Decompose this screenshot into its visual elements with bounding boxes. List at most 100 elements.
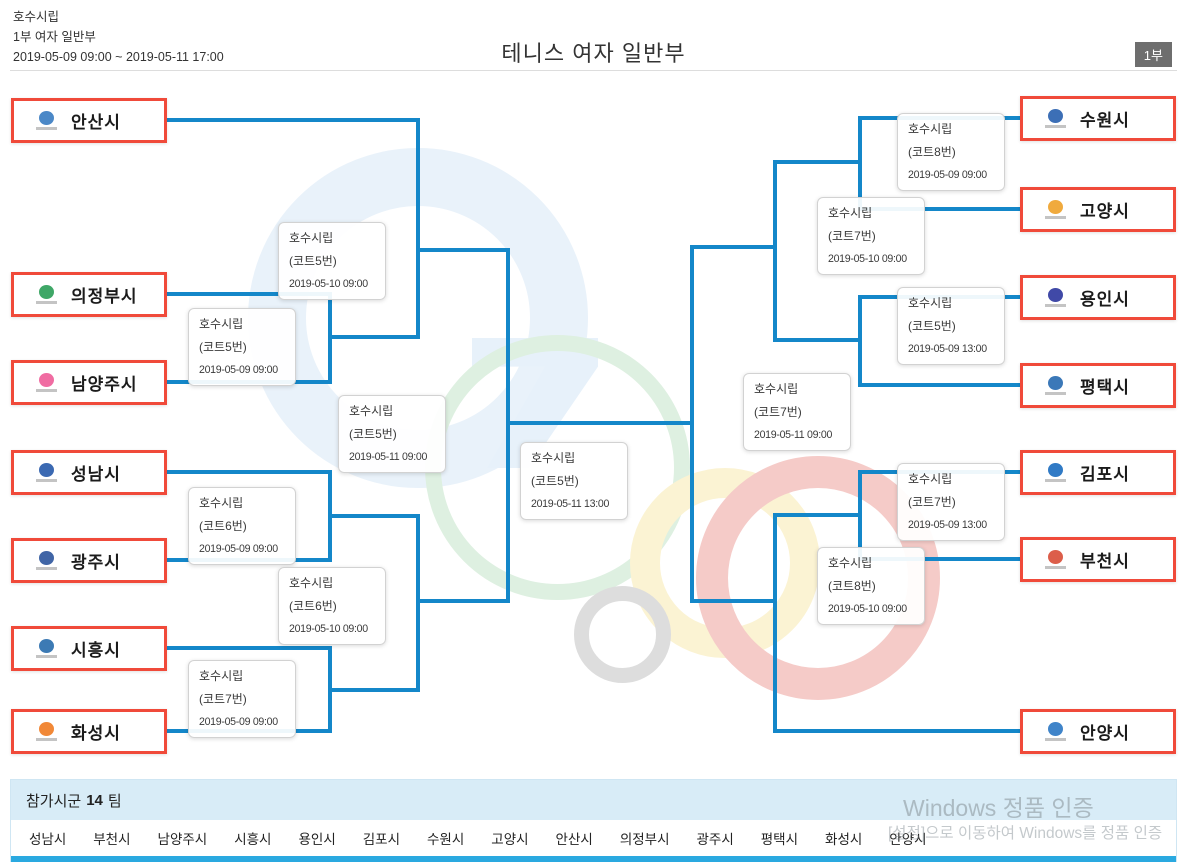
team-box-bucheon[interactable]: 부천시 xyxy=(1020,537,1176,582)
match-venue: 호수시립 xyxy=(289,231,334,245)
match-box-left-r1b[interactable]: 호수시립 (코트6번) 2019-05-09 09:00 xyxy=(188,487,296,565)
city-emblem-icon xyxy=(1043,722,1067,741)
team-name: 성남시 xyxy=(71,465,121,484)
team-box-pyeongtaek[interactable]: 평택시 xyxy=(1020,363,1176,408)
team-box-namyangju[interactable]: 남양주시 xyxy=(11,360,167,405)
match-court: (코트8번) xyxy=(828,579,876,593)
match-court: (코트8번) xyxy=(908,145,956,159)
match-box-right-qf1[interactable]: 호수시립 (코트7번) 2019-05-10 09:00 xyxy=(817,197,925,275)
list-item: 용인시 xyxy=(298,832,336,847)
match-box-right-r1c[interactable]: 호수시립 (코트7번) 2019-05-09 13:00 xyxy=(897,463,1005,541)
bracket-line xyxy=(692,245,775,249)
header-period: 2019-05-09 09:00 ~ 2019-05-11 17:00 xyxy=(13,50,224,64)
match-datetime: 2019-05-09 09:00 xyxy=(199,364,278,376)
team-box-gwangju[interactable]: 광주시 xyxy=(11,538,167,583)
team-box-goyang[interactable]: 고양시 xyxy=(1020,187,1176,232)
team-name: 용인시 xyxy=(1080,290,1130,309)
match-box-right-sf[interactable]: 호수시립 (코트7번) 2019-05-11 09:00 xyxy=(743,373,851,451)
match-datetime: 2019-05-09 09:00 xyxy=(908,169,987,181)
match-box-right-r1b[interactable]: 호수시립 (코트5번) 2019-05-09 13:00 xyxy=(897,287,1005,365)
bracket-line xyxy=(416,514,420,692)
team-box-suwon[interactable]: 수원시 xyxy=(1020,96,1176,141)
match-court: (코트5번) xyxy=(908,319,956,333)
match-datetime: 2019-05-10 09:00 xyxy=(828,253,907,265)
match-venue: 호수시립 xyxy=(199,317,244,331)
match-box-left-r1c[interactable]: 호수시립 (코트7번) 2019-05-09 09:00 xyxy=(188,660,296,738)
bracket-line xyxy=(775,338,860,342)
team-box-yongin[interactable]: 용인시 xyxy=(1020,275,1176,320)
match-datetime: 2019-05-11 09:00 xyxy=(754,429,833,441)
header-venue: 호수시립 xyxy=(13,10,60,24)
match-venue: 호수시립 xyxy=(531,451,576,465)
city-emblem-icon xyxy=(34,373,58,392)
city-emblem-icon xyxy=(1043,463,1067,482)
team-name: 시흥시 xyxy=(71,641,121,660)
match-court: (코트5번) xyxy=(289,254,337,268)
city-emblem-icon xyxy=(1043,288,1067,307)
city-emblem-icon xyxy=(1043,109,1067,128)
city-emblem-icon xyxy=(34,111,58,130)
participants-list: 성남시 부천시 남양주시 시흥시 용인시 김포시 수원시 고양시 안산시 의정부… xyxy=(11,820,1176,856)
bracket-line xyxy=(418,248,510,252)
header-division: 1부 여자 일반부 xyxy=(13,30,96,44)
match-court: (코트5번) xyxy=(531,474,579,488)
match-court: (코트7번) xyxy=(908,495,956,509)
list-item: 수원시 xyxy=(427,832,465,847)
bracket-line xyxy=(167,118,420,122)
city-emblem-icon xyxy=(34,639,58,658)
match-venue: 호수시립 xyxy=(754,382,799,396)
bracket-line xyxy=(330,514,420,518)
bracket-line xyxy=(690,245,694,603)
match-datetime: 2019-05-09 13:00 xyxy=(908,519,987,531)
match-datetime: 2019-05-09 09:00 xyxy=(199,716,278,728)
watermark-gray-ring xyxy=(574,586,671,683)
city-emblem-icon xyxy=(34,551,58,570)
team-box-gimpo[interactable]: 김포시 xyxy=(1020,450,1176,495)
page-title: 테니스 여자 일반부 xyxy=(501,41,686,66)
city-emblem-icon xyxy=(34,463,58,482)
team-name: 광주시 xyxy=(71,553,121,572)
bracket-line xyxy=(692,599,775,603)
match-venue: 호수시립 xyxy=(349,404,394,418)
match-venue: 호수시립 xyxy=(828,206,873,220)
match-venue: 호수시립 xyxy=(908,122,953,136)
team-box-anyang[interactable]: 안양시 xyxy=(1020,709,1176,754)
match-box-left-qf2[interactable]: 호수시립 (코트6번) 2019-05-10 09:00 xyxy=(278,567,386,645)
team-name: 평택시 xyxy=(1080,378,1130,397)
team-box-uijeongbu[interactable]: 의정부시 xyxy=(11,272,167,317)
city-emblem-icon xyxy=(34,722,58,741)
match-box-right-qf2[interactable]: 호수시립 (코트8번) 2019-05-10 09:00 xyxy=(817,547,925,625)
bracket-line xyxy=(506,421,694,425)
bracket-line xyxy=(860,383,1020,387)
match-venue: 호수시립 xyxy=(908,296,953,310)
list-item: 부천시 xyxy=(93,832,131,847)
match-box-final[interactable]: 호수시립 (코트5번) 2019-05-11 13:00 xyxy=(520,442,628,520)
match-box-right-r1a[interactable]: 호수시립 (코트8번) 2019-05-09 09:00 xyxy=(897,113,1005,191)
match-venue: 호수시립 xyxy=(199,496,244,510)
list-item: 김포시 xyxy=(362,832,401,847)
match-datetime: 2019-05-09 09:00 xyxy=(199,543,278,555)
bracket-line xyxy=(167,646,332,650)
team-name: 안양시 xyxy=(1080,724,1130,743)
bracket-line xyxy=(330,688,420,692)
team-name: 김포시 xyxy=(1080,465,1130,484)
match-court: (코트6번) xyxy=(199,519,247,533)
match-box-left-r1a[interactable]: 호수시립 (코트5번) 2019-05-09 09:00 xyxy=(188,308,296,386)
match-box-left-sf[interactable]: 호수시립 (코트5번) 2019-05-11 09:00 xyxy=(338,395,446,473)
team-box-siheung[interactable]: 시흥시 xyxy=(11,626,167,671)
windows-activation-watermark-subtext: [설정]으로 이동하여 Windows를 정품 인증 xyxy=(888,825,1163,842)
bracket-line xyxy=(773,160,777,342)
match-court: (코트7번) xyxy=(754,405,802,419)
team-box-hwaseong[interactable]: 화성시 xyxy=(11,709,167,754)
match-box-left-qf1[interactable]: 호수시립 (코트5번) 2019-05-10 09:00 xyxy=(278,222,386,300)
bracket-line xyxy=(775,513,860,517)
match-court: (코트5번) xyxy=(199,340,247,354)
bracket-line xyxy=(506,248,510,603)
match-datetime: 2019-05-10 09:00 xyxy=(289,623,368,635)
list-item: 성남시 xyxy=(29,832,67,847)
team-box-seongnam[interactable]: 성남시 xyxy=(11,450,167,495)
team-box-ansan[interactable]: 안산시 xyxy=(11,98,167,143)
city-emblem-icon xyxy=(1043,200,1067,219)
list-item: 시흥시 xyxy=(234,832,272,847)
